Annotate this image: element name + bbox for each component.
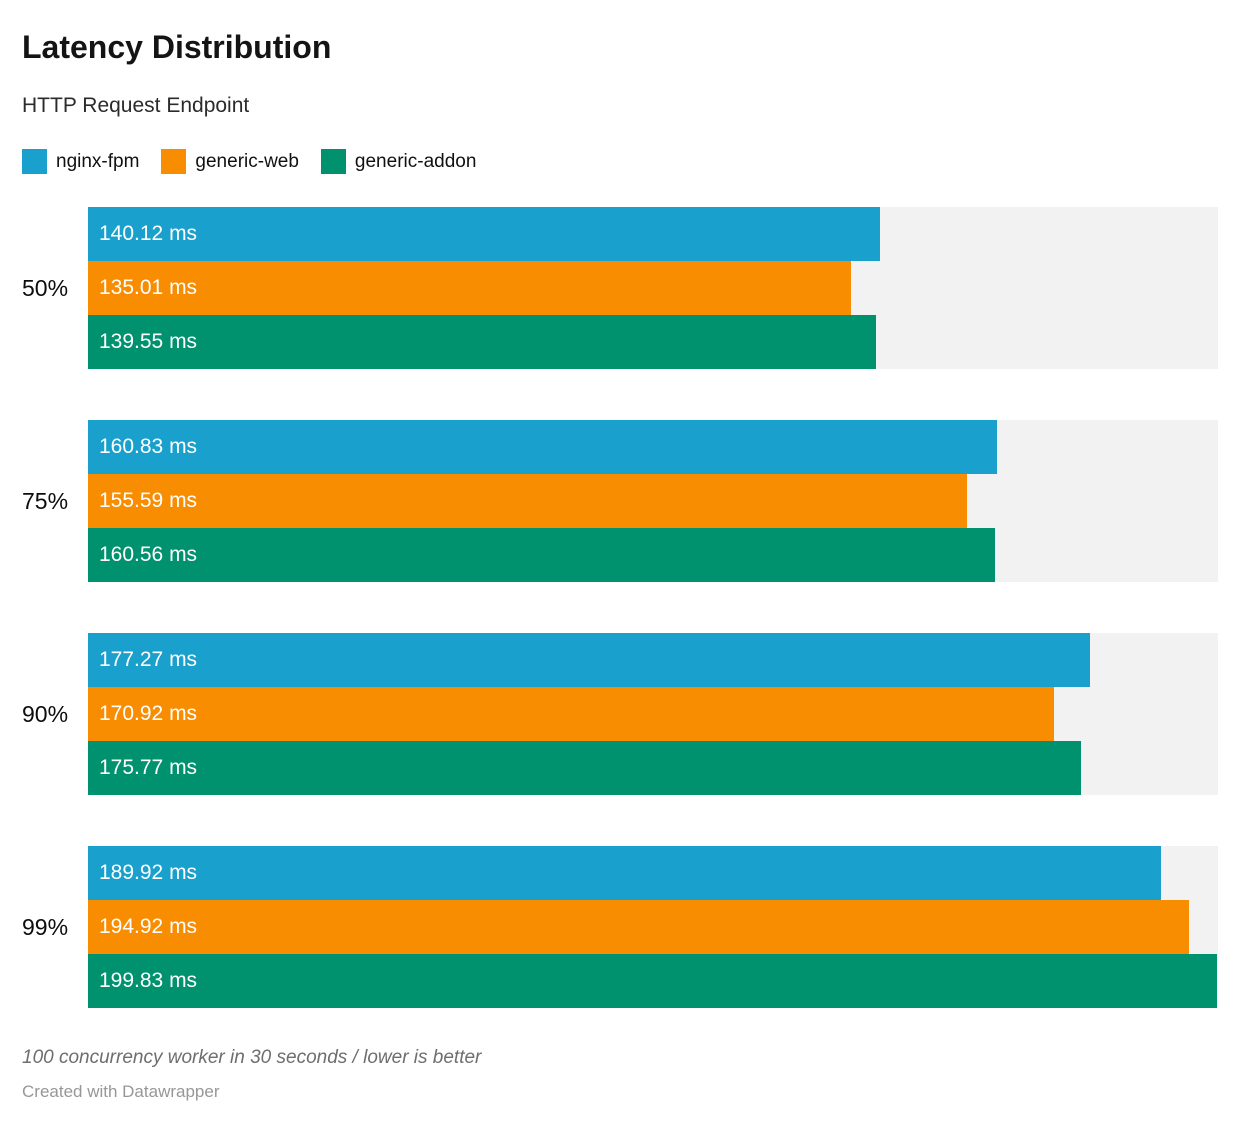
bar-value-label: 155.59 ms	[99, 489, 198, 512]
bar-nginx-fpm: 177.27 ms	[88, 633, 1090, 687]
bar-row: 175.77 ms	[88, 741, 1218, 795]
bar-generic-addon: 160.56 ms	[88, 528, 996, 582]
category-cell: 50%	[22, 207, 88, 369]
bar-track: 140.12 ms 135.01 ms 139.55 ms	[88, 207, 1218, 369]
bar-row: 170.92 ms	[88, 687, 1218, 741]
bar-value-label: 170.92 ms	[99, 702, 198, 725]
legend-item-nginx-fpm: nginx-fpm	[22, 149, 139, 174]
category-label: 75%	[22, 487, 69, 514]
bar-row: 155.59 ms	[88, 474, 1218, 528]
category-label: 90%	[22, 700, 69, 727]
bar-value-label: 135.01 ms	[99, 276, 198, 299]
bar-track: 160.83 ms 155.59 ms 160.56 ms	[88, 420, 1218, 582]
bar-value-label: 140.12 ms	[99, 222, 198, 245]
bar-row: 135.01 ms	[88, 261, 1218, 315]
bar-generic-web: 135.01 ms	[88, 261, 851, 315]
category-label: 50%	[22, 274, 69, 301]
category-label: 99%	[22, 913, 69, 940]
percentile-group-75: 75% 160.83 ms 155.59 ms 160.56 ms	[22, 420, 1218, 582]
bar-value-label: 175.77 ms	[99, 756, 198, 779]
bar-value-label: 189.92 ms	[99, 861, 198, 884]
legend-swatch-icon	[161, 149, 187, 174]
legend-label: generic-addon	[354, 150, 477, 172]
bar-value-label: 199.83 ms	[99, 969, 198, 992]
bar-generic-web: 155.59 ms	[88, 474, 968, 528]
legend: nginx-fpm generic-web generic-addon	[22, 149, 1218, 174]
bar-generic-addon: 175.77 ms	[88, 741, 1082, 795]
legend-label: nginx-fpm	[56, 150, 140, 172]
bar-value-label: 160.83 ms	[99, 435, 198, 458]
bar-value-label: 139.55 ms	[99, 330, 198, 353]
bar-chart: 50% 140.12 ms 135.01 ms 139.55 ms 75% 160.83 …	[22, 207, 1218, 1008]
bar-value-label: 160.56 ms	[99, 543, 198, 566]
percentile-group-99: 99% 189.92 ms 194.92 ms 199.83 ms	[22, 846, 1218, 1008]
legend-swatch-icon	[320, 149, 346, 174]
chart-subtitle: HTTP Request Endpoint	[22, 94, 250, 117]
chart-title: Latency Distribution	[22, 29, 332, 65]
bar-row: 199.83 ms	[88, 954, 1218, 1008]
bar-value-label: 194.92 ms	[99, 915, 198, 938]
legend-swatch-icon	[22, 149, 47, 174]
datawrapper-credit: Created with Datawrapper	[22, 1082, 220, 1101]
category-cell: 75%	[22, 420, 88, 582]
legend-item-generic-web: generic-web	[161, 149, 299, 174]
bar-generic-addon: 139.55 ms	[88, 315, 877, 369]
bar-row: 189.92 ms	[88, 846, 1218, 900]
bar-generic-web: 170.92 ms	[88, 687, 1054, 741]
bar-track: 189.92 ms 194.92 ms 199.83 ms	[88, 846, 1218, 1008]
bar-row: 140.12 ms	[88, 207, 1218, 261]
chart-footnote: 100 concurrency worker in 30 seconds / l…	[22, 1047, 482, 1068]
bar-generic-web: 194.92 ms	[88, 900, 1190, 954]
bar-row: 177.27 ms	[88, 633, 1218, 687]
category-cell: 99%	[22, 846, 88, 1008]
bar-nginx-fpm: 189.92 ms	[88, 846, 1162, 900]
bar-generic-addon: 199.83 ms	[88, 954, 1218, 1008]
category-cell: 90%	[22, 633, 88, 795]
bar-value-label: 177.27 ms	[99, 648, 198, 671]
legend-item-generic-addon: generic-addon	[320, 149, 477, 174]
percentile-group-90: 90% 177.27 ms 170.92 ms 175.77 ms	[22, 633, 1218, 795]
bar-row: 139.55 ms	[88, 315, 1218, 369]
bar-nginx-fpm: 160.83 ms	[88, 420, 997, 474]
bar-row: 194.92 ms	[88, 900, 1218, 954]
bar-row: 160.83 ms	[88, 420, 1218, 474]
bar-nginx-fpm: 140.12 ms	[88, 207, 880, 261]
legend-label: generic-web	[195, 150, 299, 172]
bar-track: 177.27 ms 170.92 ms 175.77 ms	[88, 633, 1218, 795]
bar-row: 160.56 ms	[88, 528, 1218, 582]
percentile-group-50: 50% 140.12 ms 135.01 ms 139.55 ms	[22, 207, 1218, 369]
